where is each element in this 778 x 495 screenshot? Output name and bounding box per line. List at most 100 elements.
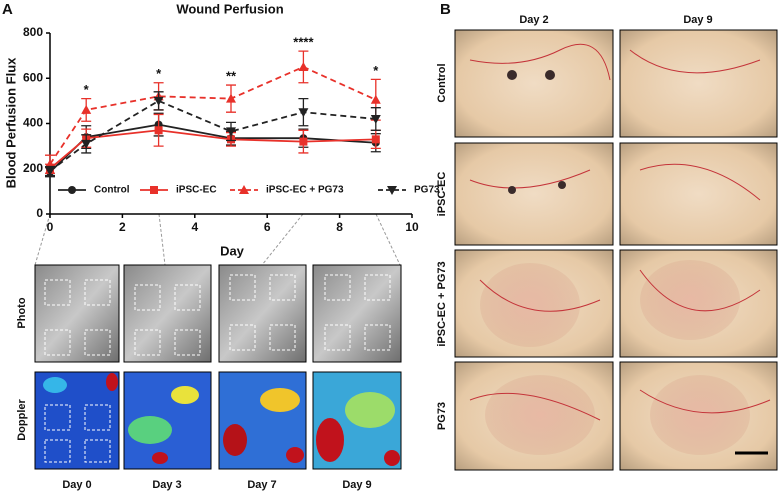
x-tick-label: 10: [405, 220, 419, 234]
series: [45, 112, 381, 178]
marker: [81, 104, 92, 114]
marker: [370, 94, 381, 104]
wound-mark: [508, 186, 516, 194]
doppler-blob: [260, 388, 300, 412]
photo: [619, 29, 778, 138]
marker: [154, 126, 163, 135]
day-label: Day 7: [247, 479, 276, 491]
doppler-blob: [384, 450, 400, 466]
gel: [480, 263, 580, 347]
significance: *: [156, 66, 162, 81]
doppler-blob: [316, 418, 344, 462]
x-tick-label: 8: [336, 220, 343, 234]
series: [45, 91, 381, 177]
row-label: Photo: [16, 297, 28, 328]
column-label: Day 2: [519, 14, 548, 26]
legend-marker: [68, 186, 76, 194]
legend-marker: [239, 185, 249, 194]
y-tick-label: 200: [23, 161, 43, 175]
legend-label: iPSC-EC + PG73: [266, 185, 344, 196]
y-axis-label: Blood Perfusion Flux: [3, 57, 18, 188]
y-tick-label: 0: [36, 206, 43, 220]
panel-label: B: [440, 1, 451, 18]
wound-mark: [558, 181, 566, 189]
row-label: Doppler: [16, 399, 28, 441]
photo: [619, 142, 778, 246]
marker: [81, 139, 92, 149]
significance: *: [84, 82, 90, 97]
legend-label: PG73: [414, 185, 440, 196]
marker: [298, 108, 309, 118]
marker: [298, 61, 309, 71]
wound-mark: [507, 70, 517, 80]
vessels: [469, 43, 771, 421]
series-line: [49, 99, 376, 172]
photo: [454, 29, 614, 138]
photo: [454, 142, 614, 246]
connector: [158, 213, 166, 266]
chart-title: Wound Perfusion: [176, 1, 283, 16]
column-label: Day 9: [683, 14, 712, 26]
row-label: Control: [436, 63, 448, 102]
y-tick-label: 800: [23, 25, 43, 39]
day-label: Day 0: [62, 479, 91, 491]
marker: [226, 127, 236, 137]
legend-marker: [150, 186, 158, 194]
photo-row: [34, 264, 402, 363]
gel: [650, 375, 750, 455]
row-label: iPSC-EC + PG73: [436, 261, 448, 346]
x-tick-label: 4: [191, 220, 198, 234]
panel-a-images: [34, 213, 401, 266]
panel-b-images: [454, 29, 778, 471]
significance: ****: [293, 35, 314, 50]
legend-label: iPSC-EC: [176, 185, 217, 196]
y-tick-label: 600: [23, 70, 43, 84]
photo: [312, 264, 402, 363]
roi-boxes: [44, 274, 391, 463]
series: [45, 113, 381, 174]
doppler-row: [34, 371, 402, 470]
wound-mark: [545, 70, 555, 80]
marker: [371, 135, 380, 144]
series-line: [49, 65, 377, 165]
x-tick-label: 2: [119, 220, 126, 234]
y-tick-label: 400: [23, 116, 43, 130]
connector: [261, 213, 304, 266]
photo: [218, 264, 307, 363]
doppler-blob: [223, 424, 247, 456]
connector: [375, 213, 401, 266]
marker: [226, 93, 236, 103]
doppler-blob: [43, 377, 67, 393]
photo: [123, 264, 212, 363]
legend-marker: [387, 186, 397, 195]
gel: [485, 375, 595, 455]
day-label: Day 9: [342, 479, 371, 491]
panel-label: A: [2, 1, 13, 18]
x-tick-label: 6: [264, 220, 271, 234]
significance: *: [373, 63, 379, 78]
doppler-blob: [152, 452, 168, 464]
marker: [370, 114, 381, 124]
doppler-blob: [128, 416, 172, 444]
connector: [34, 213, 51, 266]
doppler-blob: [106, 373, 118, 391]
gel: [640, 260, 740, 340]
doppler-blob: [171, 386, 199, 404]
doppler-blob: [286, 447, 304, 463]
marker: [153, 96, 164, 106]
marker: [45, 167, 55, 177]
day-label: Day 3: [152, 479, 181, 491]
marker: [299, 137, 308, 146]
row-label: PG73: [436, 402, 448, 430]
doppler-blob: [345, 392, 395, 428]
photo: [34, 264, 120, 363]
significance: **: [226, 68, 237, 83]
series-line: [49, 129, 376, 170]
x-tick-label: 0: [47, 220, 54, 234]
legend-label: Control: [94, 185, 130, 196]
series-line: [49, 123, 376, 173]
row-label: iPSC-EC: [436, 172, 448, 217]
series: [45, 50, 381, 174]
x-axis-label: Day: [220, 243, 245, 258]
